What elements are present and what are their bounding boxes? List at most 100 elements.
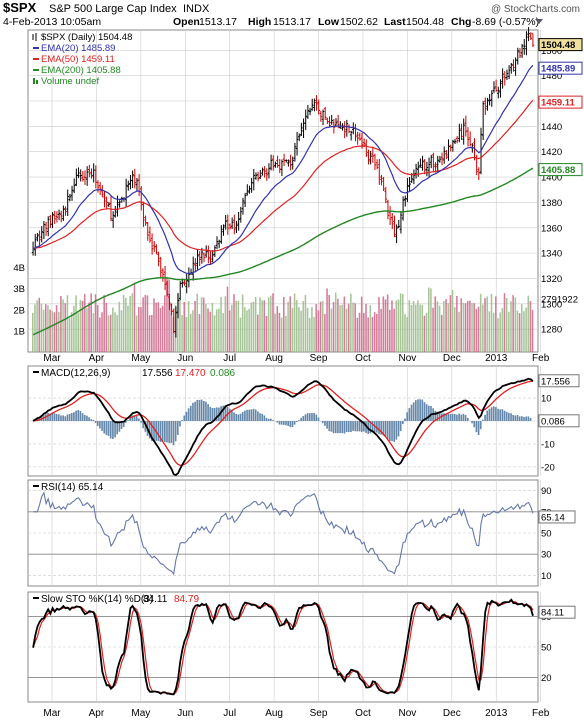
price-tick-label: 1500 (541, 46, 562, 57)
ohlc-bar (68, 193, 72, 202)
macd-histogram-bar (83, 414, 86, 421)
ohlc-bar (310, 98, 314, 111)
volume-bar (432, 307, 434, 352)
macd-histogram-bar (337, 421, 339, 434)
volume-bar (300, 310, 302, 352)
x-tick-label-bottom: Mar (43, 708, 61, 719)
macd-histogram-bar (261, 413, 264, 421)
volume-bar (250, 302, 253, 352)
legend-price: $SPX (Daily) 1504.48 (41, 32, 132, 43)
macd-histogram-bar (49, 413, 51, 421)
ohlc-bar (499, 79, 502, 98)
macd-histogram-bar (64, 416, 67, 421)
macd-histogram-bar (183, 415, 186, 421)
volume-bar (176, 293, 179, 352)
volume-bar (81, 300, 84, 352)
macd-histogram-bar (315, 414, 318, 421)
ohlc-bar (269, 154, 273, 171)
legend-ema50: EMA(50) 1459.11 (41, 54, 115, 65)
ohlc-bar (59, 210, 63, 223)
ohlc-bar (345, 119, 349, 137)
volume-bar (205, 303, 207, 352)
volume-bar (356, 317, 359, 352)
ohlc-bar (321, 109, 325, 126)
x-tick-label-price: Mar (43, 353, 61, 364)
ohlc-bar (62, 205, 65, 221)
ohlc-bar (421, 155, 424, 171)
ohlc-bar (241, 197, 245, 215)
ohlc-bar (308, 107, 312, 116)
macd-legend: MACD(12,26,9) 17.556 17.470 0.086 (33, 368, 235, 379)
ohlc-bar (520, 43, 524, 58)
ohlc-bar (297, 133, 301, 142)
volume-bar (135, 315, 138, 352)
macd-histogram-bar (464, 414, 467, 421)
macd-histogram-bar (159, 421, 162, 443)
chevron-down-icon[interactable] (535, 19, 543, 24)
macd-histogram-bar (414, 400, 417, 421)
volume-bar (222, 313, 224, 352)
volume-bar (397, 299, 400, 352)
macd-histogram-bar (92, 419, 95, 421)
ohlc-bar (265, 168, 269, 181)
volume-bar (88, 302, 90, 352)
ohlc-bar (468, 131, 472, 147)
macd-histogram-bar (479, 421, 482, 430)
macd-histogram-bar (466, 417, 469, 421)
macd-histogram-bar (163, 421, 166, 442)
macd-histogram-bar (378, 421, 380, 435)
ohlc-bar (451, 139, 455, 152)
volume-bar (360, 296, 363, 352)
ohlc-bar (349, 130, 353, 141)
macd-histogram-bar (484, 414, 486, 421)
legend-sto-k: 84.11 (143, 594, 168, 605)
x-tick-label-price: Oct (355, 353, 371, 364)
macd-histogram-bar (395, 421, 398, 440)
volume-bar (200, 297, 203, 352)
x-tick-label-price: Feb (532, 353, 550, 364)
ohlc-bar (313, 98, 316, 112)
volume-bar (86, 308, 88, 352)
macd-histogram-bar (196, 399, 199, 421)
volume-bar (185, 317, 188, 352)
volume-bar (499, 312, 501, 352)
ohlc-bar (107, 202, 111, 208)
macd-histogram-bar (263, 415, 266, 421)
volume-bar (378, 297, 380, 352)
macd-histogram-bar (125, 421, 127, 423)
volume-bar (209, 311, 211, 352)
macd-histogram-bar (99, 421, 101, 429)
volume-bar (479, 293, 482, 352)
ohlc-bar (341, 123, 344, 131)
volume-bar (492, 312, 495, 352)
macd-histogram-bar (181, 419, 183, 421)
volume-bar (163, 295, 166, 352)
x-tick-label-bottom: Nov (398, 708, 416, 719)
volume-bar (490, 293, 493, 352)
watermark: @ StockCharts.com (491, 4, 580, 15)
ohlc-bar (88, 164, 91, 178)
volume-bar (317, 310, 320, 352)
macd-histogram-bar (116, 421, 119, 435)
volume-bar (334, 292, 337, 352)
macd-histogram-bar (205, 401, 207, 421)
ohlc-bar (111, 211, 115, 228)
ohlc-bar (525, 31, 528, 56)
macd-histogram-bar (373, 421, 376, 433)
macd-histogram-bar (477, 421, 480, 436)
macd-histogram-bar (523, 416, 525, 421)
volume-bar (198, 314, 201, 352)
volume-bar (57, 311, 60, 352)
ohlc-bar (83, 170, 87, 186)
ohlc-bar (481, 101, 485, 141)
x-tick-label-bottom: Feb (532, 708, 550, 719)
macd-histogram-bar (157, 421, 160, 442)
macd-histogram-bar (103, 421, 106, 434)
x-tick-label-price: 2013 (485, 353, 508, 364)
ohlc-bar (319, 110, 323, 122)
volume-bar (159, 307, 162, 352)
ohlc-bar (53, 210, 57, 225)
volume-bar (345, 308, 348, 352)
legend-sto-d: 84.79 (174, 594, 199, 605)
quote-date: 4-Feb-2013 10:05am (3, 16, 101, 28)
